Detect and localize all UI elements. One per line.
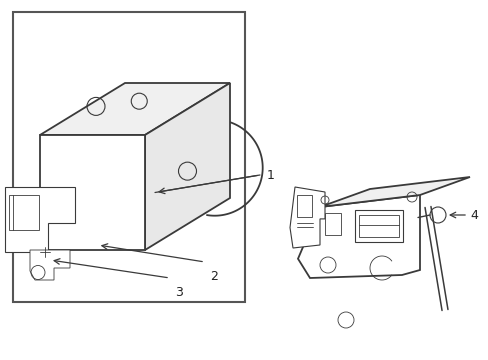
- Text: 1: 1: [266, 168, 274, 181]
- Polygon shape: [319, 177, 469, 207]
- Polygon shape: [145, 83, 229, 250]
- Text: 3: 3: [175, 286, 183, 299]
- Polygon shape: [5, 187, 75, 252]
- Text: 4: 4: [469, 208, 477, 221]
- Bar: [13, 12, 244, 302]
- Bar: [296, 195, 311, 217]
- Bar: [325, 213, 340, 235]
- Polygon shape: [289, 187, 325, 248]
- Bar: [354, 210, 402, 242]
- Polygon shape: [297, 195, 419, 278]
- Text: 2: 2: [209, 270, 218, 283]
- Polygon shape: [40, 135, 145, 250]
- Polygon shape: [40, 83, 229, 135]
- Bar: [9, 195, 39, 230]
- Polygon shape: [30, 250, 70, 280]
- Bar: [358, 215, 398, 237]
